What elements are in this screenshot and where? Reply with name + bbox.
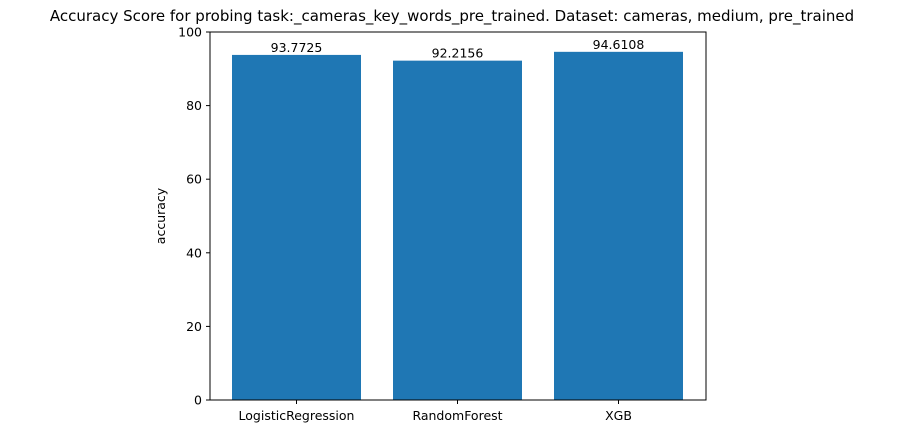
bar-logisticregression: [232, 54, 361, 400]
y-tick-label: 20: [186, 319, 202, 334]
x-tick-label: XGB: [605, 408, 632, 423]
bar-randomforest: [393, 60, 522, 400]
data-label-randomforest: 92.2156: [432, 46, 484, 61]
y-axis-label: accuracy: [153, 187, 168, 244]
bar-xgb: [554, 51, 683, 401]
x-tick-label: LogisticRegression: [239, 408, 355, 423]
chart-title: Accuracy Score for probing task:_cameras…: [50, 7, 854, 26]
y-tick-label: 80: [186, 98, 202, 113]
bars: [232, 51, 683, 401]
y-axis-ticks: 0 20 40 60 80 100: [178, 25, 210, 408]
x-tick-label: RandomForest: [412, 408, 502, 423]
data-labels: 93.7725 92.2156 94.6108: [271, 37, 645, 61]
data-label-xgb: 94.6108: [593, 37, 645, 52]
x-axis-ticks: LogisticRegression RandomForest XGB: [239, 400, 632, 423]
data-label-logisticregression: 93.7725: [271, 40, 323, 55]
y-tick-label: 60: [186, 172, 202, 187]
y-tick-label: 40: [186, 245, 202, 260]
y-tick-label: 100: [178, 25, 202, 40]
y-tick-label: 0: [194, 393, 202, 408]
